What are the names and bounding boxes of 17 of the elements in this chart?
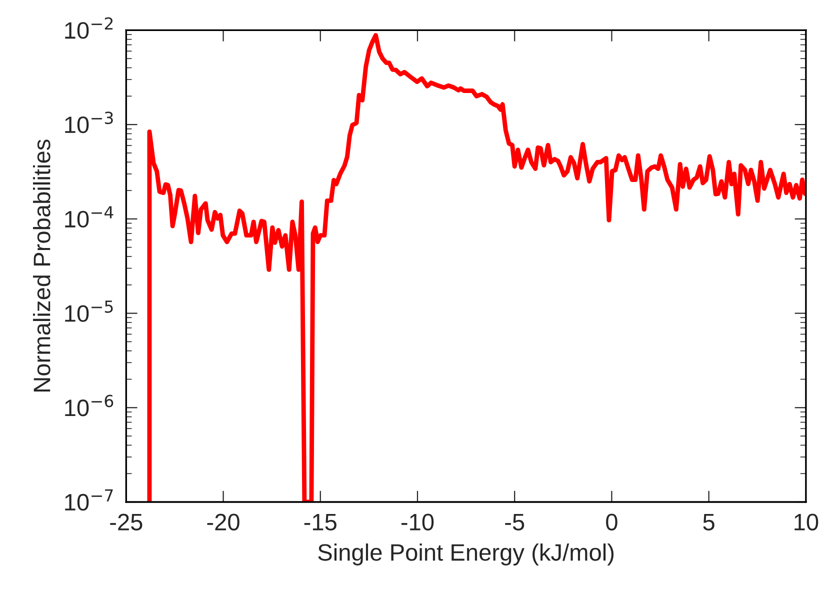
- y-axis-title: Normalized Probabilities: [32, 140, 50, 392]
- x-tick-label: 0: [606, 514, 618, 530]
- y-tick-label: 10$^{−4}$: [65, 206, 114, 228]
- x-tick-label: -15: [304, 514, 336, 530]
- y-tick-label: 10$^{−5}$: [65, 300, 113, 322]
- y-tick-label: 10$^{−6}$: [65, 394, 114, 416]
- x-tick-label: 10: [794, 514, 818, 530]
- line-series: [147, 32, 806, 502]
- x-tick-label: 5: [703, 514, 714, 530]
- x-tick-label: -20: [207, 514, 240, 530]
- x-tick-label: -5: [505, 514, 524, 530]
- x-axis-title: Single Point Energy (kJ/mol): [318, 543, 614, 566]
- y-tick-label: 10$^{−3}$: [65, 112, 113, 134]
- x-tick-label: -25: [110, 514, 142, 530]
- x-tick-label: -10: [401, 514, 434, 530]
- y-tick-label: 10$^{−7}$: [65, 489, 113, 511]
- y-tick-label: 10$^{−2}$: [65, 17, 113, 39]
